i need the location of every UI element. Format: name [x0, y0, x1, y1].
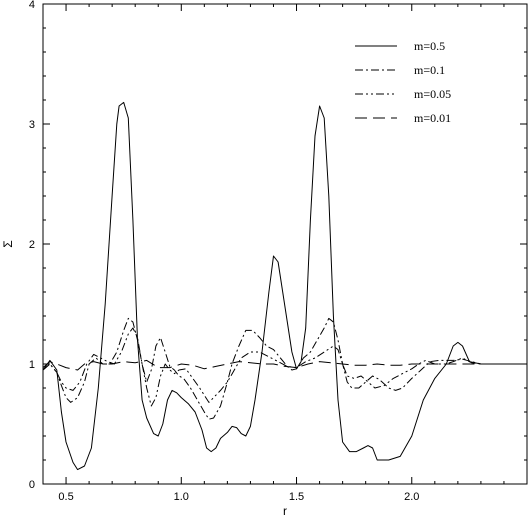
- y-axis-ticks: 0 1 2 3 4: [29, 0, 527, 491]
- x-tick-label: 2.0: [404, 491, 419, 503]
- legend-label-4: m=0.01: [414, 111, 451, 125]
- series-line-4: [42, 359, 527, 371]
- x-axis-ticks: 0.5 1.0 1.5 2.0: [58, 4, 505, 503]
- series-line-3: [42, 327, 527, 407]
- y-axis-label: Σ: [1, 240, 15, 247]
- series-layer: [42, 101, 527, 471]
- y-tick-label: 0: [29, 479, 35, 491]
- series-line-1: [42, 101, 527, 471]
- legend: m=0.5 m=0.1 m=0.05 m=0.01: [355, 39, 451, 125]
- legend-label-2: m=0.1: [414, 63, 445, 77]
- x-axis-label: r: [283, 504, 287, 518]
- y-tick-label: 4: [29, 0, 35, 11]
- y-tick-label: 1: [29, 359, 35, 371]
- series-line-2: [42, 317, 527, 420]
- x-tick-label: 1.5: [289, 491, 304, 503]
- legend-label-1: m=0.5: [414, 39, 445, 53]
- x-tick-label: 1.0: [174, 491, 189, 503]
- y-tick-label: 3: [29, 119, 35, 131]
- plot-frame: [42, 3, 528, 485]
- x-tick-label: 0.5: [58, 491, 73, 503]
- legend-label-3: m=0.05: [414, 87, 451, 101]
- y-tick-label: 2: [29, 239, 35, 251]
